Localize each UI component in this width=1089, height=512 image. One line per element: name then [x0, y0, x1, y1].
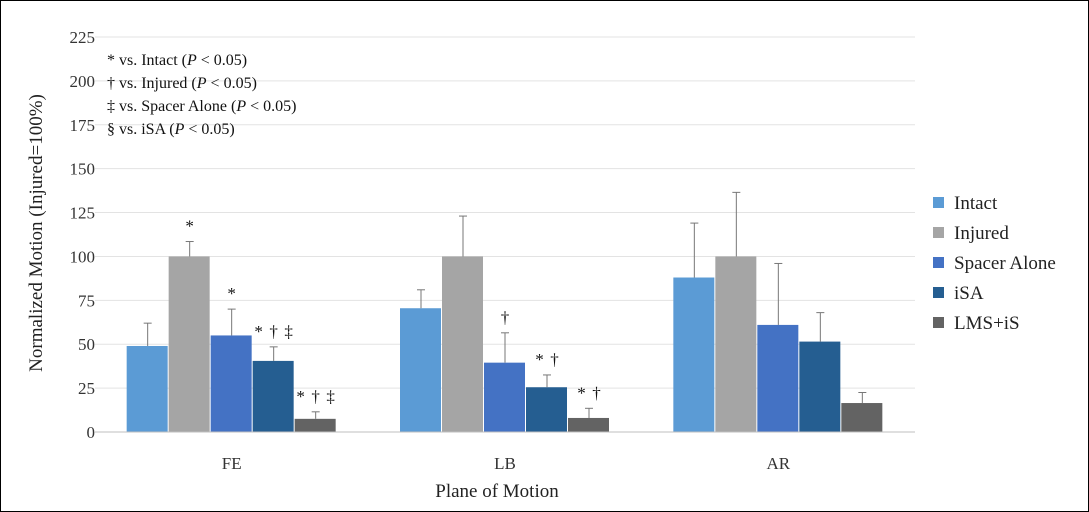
x-tick-label: FE	[222, 454, 242, 473]
significance-mark: *	[296, 387, 305, 406]
x-axis-title: Plane of Motion	[435, 481, 559, 502]
significance-mark: †	[550, 350, 559, 369]
significance-mark: ‡	[326, 387, 335, 406]
significance-key-item: § vs. iSA (P < 0.05)	[107, 121, 235, 138]
y-tick-label: 50	[78, 335, 95, 354]
y-tick-label: 150	[70, 160, 96, 179]
significance-mark: †	[311, 387, 320, 406]
bar-injured-ar	[715, 256, 757, 432]
significance-mark: *	[227, 284, 236, 303]
significance-labels: * * * † ‡ * † ‡ † * † * †	[185, 217, 600, 406]
y-tick-label: 225	[70, 28, 96, 47]
bar-spacer-alone-ar	[757, 324, 799, 432]
bar-spacer-alone-lb	[484, 362, 525, 432]
legend-label: Intact	[954, 193, 998, 214]
x-tick-label: AR	[767, 454, 791, 473]
x-axis-ticks: FE LB AR	[222, 454, 791, 473]
legend-swatch	[933, 197, 944, 208]
legend-swatch	[933, 227, 944, 238]
legend-swatch	[933, 317, 944, 328]
significance-key: * vs. Intact (P < 0.05) † vs. Injured (P …	[107, 52, 296, 138]
significance-mark: ‡	[284, 322, 293, 341]
y-tick-label: 125	[70, 204, 96, 223]
bar-isa-lb	[526, 387, 567, 432]
y-axis-title: Normalized Motion (Injured=100%)	[26, 94, 47, 372]
significance-mark: *	[577, 383, 586, 402]
significance-mark: *	[535, 350, 544, 369]
significance-key-item: ‡ vs. Spacer Alone (P < 0.05)	[107, 98, 296, 115]
bar-lms-is-lb	[568, 417, 609, 432]
significance-mark: *	[185, 217, 194, 236]
bar-lms-is-ar	[841, 403, 883, 432]
significance-mark: †	[501, 308, 510, 327]
legend-label: Spacer Alone	[954, 253, 1056, 274]
significance-key-item: * vs. Intact (P < 0.05)	[107, 52, 247, 69]
y-tick-label: 75	[78, 291, 95, 310]
y-tick-label: 0	[87, 423, 96, 442]
y-tick-label: 25	[78, 379, 95, 398]
bar-intact-lb	[400, 308, 441, 432]
bar-intact-fe	[126, 345, 168, 432]
y-tick-label: 100	[70, 247, 96, 266]
y-tick-label: 175	[70, 116, 96, 135]
y-tick-label: 200	[70, 72, 96, 91]
y-axis-ticks: 0 25 50 75 100 125 150 175 200 225	[70, 28, 96, 442]
x-tick-label: LB	[494, 454, 516, 473]
bar-intact-ar	[673, 277, 715, 432]
legend-swatch	[933, 287, 944, 298]
legend: Intact Injured Spacer Alone iSA LMS+iS	[933, 193, 1056, 334]
legend-swatch	[933, 257, 944, 268]
bar-injured-lb	[442, 256, 483, 432]
significance-mark: †	[269, 322, 278, 341]
significance-key-item: † vs. Injured (P < 0.05)	[107, 75, 257, 92]
significance-mark: *	[254, 322, 263, 341]
bar-spacer-alone-fe	[210, 335, 252, 432]
bar-injured-fe	[168, 256, 210, 432]
legend-label: iSA	[954, 283, 984, 304]
bar-isa-ar	[799, 341, 841, 432]
significance-mark: †	[592, 383, 601, 402]
bar-isa-fe	[252, 360, 294, 432]
legend-label: LMS+iS	[954, 313, 1020, 334]
bar-lms-is-fe	[294, 418, 336, 432]
error-bars	[143, 191, 867, 419]
bars	[126, 256, 883, 432]
legend-label: Injured	[954, 223, 1009, 244]
